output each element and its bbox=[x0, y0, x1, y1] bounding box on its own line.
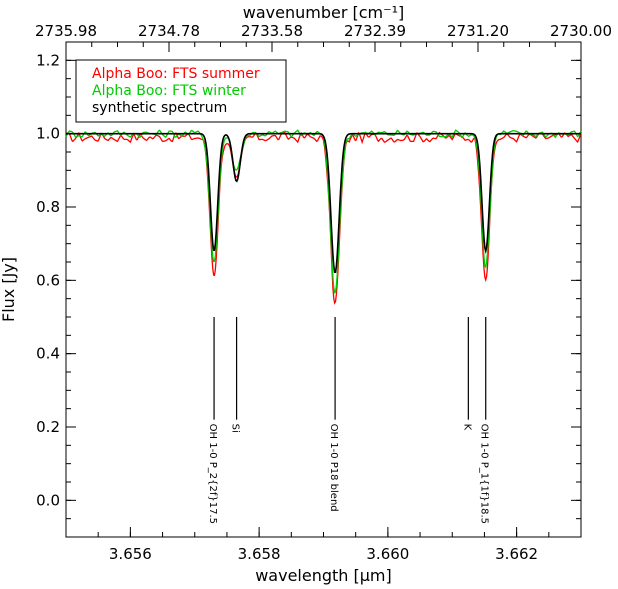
top-tick-label: 2732.39 bbox=[344, 22, 406, 40]
line-id-label: OH 1-0 P18 blend bbox=[328, 424, 339, 512]
y-axis-title: Flux [Jy] bbox=[0, 257, 18, 322]
top-tick-label: 2734.78 bbox=[138, 22, 200, 40]
line-id-label: K bbox=[461, 424, 472, 431]
top-tick-label: 2731.20 bbox=[447, 22, 509, 40]
x-axis-title: wavelength [μm] bbox=[255, 566, 392, 585]
y-tick-label: 0.6 bbox=[36, 271, 60, 289]
line-id-group: OH 1-0 P_2{2f}17.5 Si OH 1-0 P18 blend K OH … bbox=[207, 317, 490, 524]
series-line-2 bbox=[65, 129, 582, 294]
top-tick-label: 2730.00 bbox=[550, 22, 612, 40]
y-tick-label: 1.2 bbox=[36, 51, 60, 69]
y-tick-label: 1.0 bbox=[36, 125, 60, 143]
y-tick-label: 0.2 bbox=[36, 418, 60, 436]
series-line-1 bbox=[65, 131, 582, 305]
y-tick-label: 0.0 bbox=[36, 491, 60, 509]
x-tick-label: 3.662 bbox=[495, 545, 538, 563]
line-id-label: Si bbox=[230, 424, 241, 433]
top-tick-label: 2735.98 bbox=[35, 22, 97, 40]
top-axis-title: wavenumber [cm⁻¹] bbox=[243, 3, 404, 22]
series-line-3 bbox=[66, 132, 581, 274]
legend-entry: synthetic spectrum bbox=[92, 100, 227, 116]
axes: 0.0 0.2 0.4 0.6 0.8 1.0 1.2 3.656 3.658 3.660 3.66… bbox=[0, 3, 612, 585]
x-tick-label: 3.658 bbox=[238, 545, 281, 563]
line-id-label: OH 1-0 P_1{1f}18.5 bbox=[479, 424, 490, 524]
legend-entry: Alpha Boo: FTS winter bbox=[92, 83, 246, 99]
y-tick-label: 0.8 bbox=[36, 198, 60, 216]
top-tick-label: 2733.58 bbox=[241, 22, 303, 40]
legend-box bbox=[75, 59, 287, 123]
legend-entry: Alpha Boo: FTS summer bbox=[92, 66, 260, 82]
x-tick-label: 3.660 bbox=[366, 545, 409, 563]
series-group bbox=[65, 129, 582, 305]
line-id-label: OH 1-0 P_2{2f}17.5 bbox=[207, 424, 218, 524]
x-tick-label: 3.656 bbox=[109, 545, 152, 563]
y-tick-label: 0.4 bbox=[36, 345, 60, 363]
